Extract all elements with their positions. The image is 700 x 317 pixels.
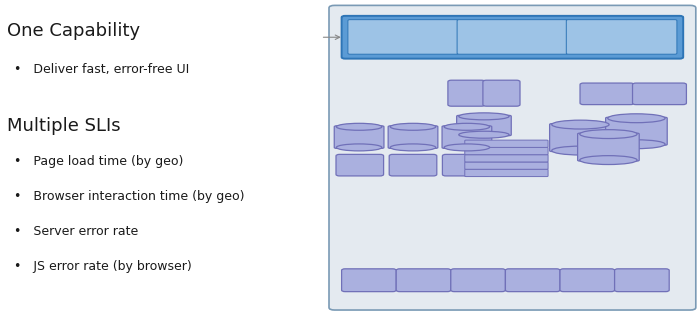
Ellipse shape <box>608 114 665 123</box>
Ellipse shape <box>391 144 435 151</box>
Text: One Capability: One Capability <box>7 22 140 40</box>
Text: •   Server error rate: • Server error rate <box>14 225 139 238</box>
Ellipse shape <box>458 131 509 138</box>
FancyBboxPatch shape <box>465 155 548 162</box>
Ellipse shape <box>580 156 637 165</box>
FancyBboxPatch shape <box>483 80 520 106</box>
FancyBboxPatch shape <box>442 154 490 176</box>
FancyBboxPatch shape <box>465 147 548 155</box>
Ellipse shape <box>552 146 609 155</box>
Ellipse shape <box>391 123 435 130</box>
FancyBboxPatch shape <box>389 154 437 176</box>
FancyBboxPatch shape <box>396 269 451 292</box>
Text: •   Browser interaction time (by geo): • Browser interaction time (by geo) <box>14 190 244 203</box>
FancyBboxPatch shape <box>615 269 669 292</box>
FancyBboxPatch shape <box>550 124 611 152</box>
FancyBboxPatch shape <box>388 126 438 148</box>
FancyBboxPatch shape <box>465 140 548 147</box>
Ellipse shape <box>444 123 490 130</box>
Text: •   Deliver fast, error-free UI: • Deliver fast, error-free UI <box>14 63 189 76</box>
FancyBboxPatch shape <box>329 5 696 310</box>
Ellipse shape <box>337 144 382 151</box>
FancyBboxPatch shape <box>457 20 568 54</box>
Ellipse shape <box>552 120 609 129</box>
FancyBboxPatch shape <box>606 117 667 145</box>
FancyBboxPatch shape <box>560 269 615 292</box>
FancyBboxPatch shape <box>348 20 458 54</box>
FancyBboxPatch shape <box>633 83 687 105</box>
FancyBboxPatch shape <box>578 133 639 161</box>
FancyBboxPatch shape <box>465 162 548 169</box>
FancyBboxPatch shape <box>456 115 511 136</box>
FancyBboxPatch shape <box>336 154 384 176</box>
FancyBboxPatch shape <box>448 80 485 106</box>
Text: •   JS error rate (by browser): • JS error rate (by browser) <box>14 260 192 273</box>
Ellipse shape <box>444 144 490 151</box>
Text: Multiple SLIs: Multiple SLIs <box>7 117 120 135</box>
Ellipse shape <box>458 113 509 120</box>
FancyBboxPatch shape <box>342 269 396 292</box>
FancyBboxPatch shape <box>442 126 492 148</box>
FancyBboxPatch shape <box>335 126 384 148</box>
Ellipse shape <box>580 130 637 139</box>
FancyBboxPatch shape <box>505 269 560 292</box>
Text: •   Page load time (by geo): • Page load time (by geo) <box>14 155 183 168</box>
FancyBboxPatch shape <box>342 16 683 59</box>
FancyBboxPatch shape <box>580 83 634 105</box>
FancyBboxPatch shape <box>451 269 505 292</box>
Ellipse shape <box>337 123 382 130</box>
Ellipse shape <box>608 140 665 149</box>
FancyBboxPatch shape <box>566 20 677 54</box>
FancyBboxPatch shape <box>465 169 548 177</box>
